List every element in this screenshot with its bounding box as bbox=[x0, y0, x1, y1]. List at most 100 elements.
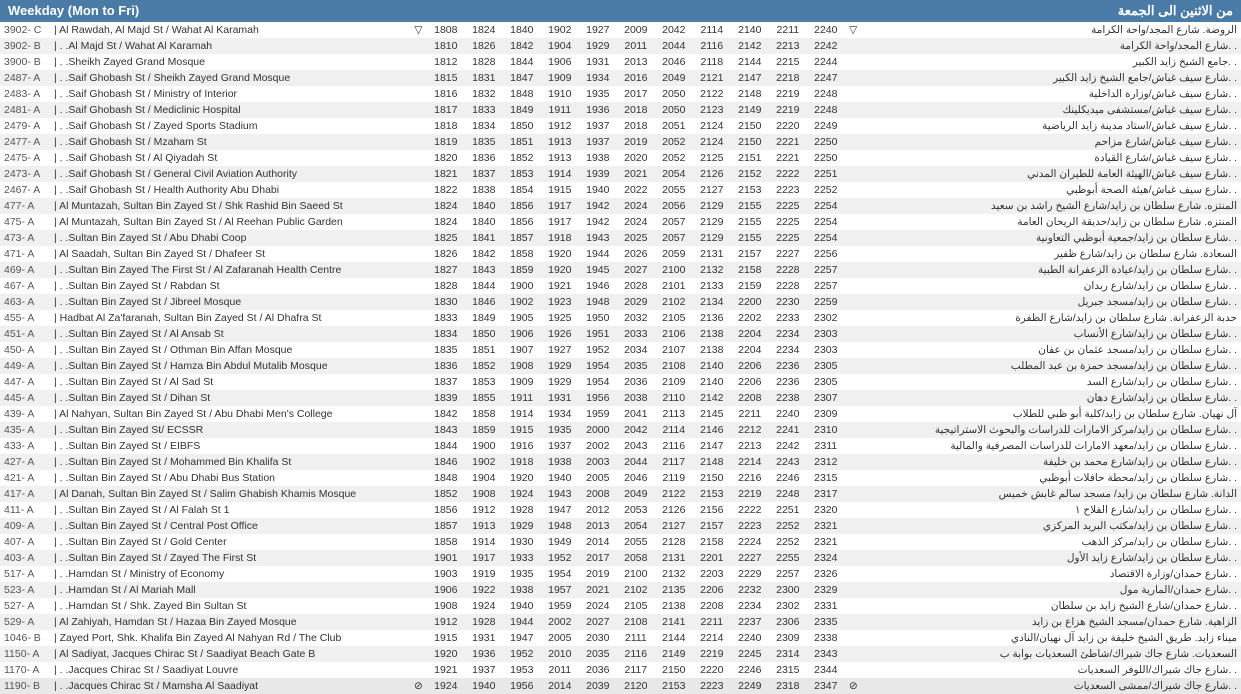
time-cell: 2003 bbox=[579, 454, 617, 470]
time-cell: 1840 bbox=[465, 198, 503, 214]
time-cell: 1850 bbox=[465, 326, 503, 342]
time-cell: 2155 bbox=[731, 198, 769, 214]
time-cell: 2042 bbox=[655, 22, 693, 38]
time-cell: 1837 bbox=[465, 166, 503, 182]
time-cell: 2233 bbox=[769, 310, 807, 326]
time-cell: 2024 bbox=[579, 598, 617, 614]
time-cell: 2148 bbox=[693, 454, 731, 470]
stop-name-en: | . .Sultan Bin Zayed St / EIBFS bbox=[50, 438, 410, 454]
marker-left bbox=[410, 278, 427, 294]
time-cell: 2221 bbox=[769, 150, 807, 166]
time-cell: 2017 bbox=[579, 550, 617, 566]
time-cell: 1947 bbox=[503, 630, 541, 646]
time-cell: 2314 bbox=[769, 646, 807, 662]
table-row: 439- A| Al Nahyan, Sultan Bin Zayed St /… bbox=[0, 406, 1241, 422]
time-cell: 2021 bbox=[617, 166, 655, 182]
table-row: 450- A| . .Sultan Bin Zayed St / Othman … bbox=[0, 342, 1241, 358]
time-cell: 2055 bbox=[617, 534, 655, 550]
time-cell: 2033 bbox=[617, 326, 655, 342]
stop-name-ar: . .شارع حمدان/شارع الشيخ زايد بن سلطان bbox=[862, 598, 1241, 614]
time-cell: 1905 bbox=[503, 310, 541, 326]
stop-code: 451- A bbox=[0, 326, 50, 342]
time-cell: 1915 bbox=[541, 182, 579, 198]
time-cell: 1819 bbox=[427, 134, 465, 150]
stop-name-ar: . .شارع سلطان بن زايد/شارع محمد بن خليفة bbox=[862, 454, 1241, 470]
table-row: 421- A| . .Sultan Bin Zayed St / Abu Dha… bbox=[0, 470, 1241, 486]
stop-name-en: | . .Sheikh Zayed Grand Mosque bbox=[50, 54, 410, 70]
time-cell: 2142 bbox=[731, 38, 769, 54]
time-cell: 2108 bbox=[617, 614, 655, 630]
marker-right bbox=[845, 134, 862, 150]
time-cell: 2144 bbox=[655, 630, 693, 646]
time-cell: 1900 bbox=[465, 438, 503, 454]
time-cell: 2000 bbox=[579, 422, 617, 438]
time-cell: 1840 bbox=[465, 214, 503, 230]
stop-name-en: | . .Al Majd St / Wahat Al Karamah bbox=[50, 38, 410, 54]
time-cell: 2218 bbox=[769, 70, 807, 86]
time-cell: 2026 bbox=[617, 246, 655, 262]
time-cell: 1911 bbox=[503, 390, 541, 406]
stop-name-ar: الزاهية. شارع حمدان/مسجد الشيخ هزاع بن ز… bbox=[862, 614, 1241, 630]
time-cell: 1914 bbox=[465, 534, 503, 550]
time-cell: 2016 bbox=[617, 70, 655, 86]
time-cell: 2024 bbox=[617, 214, 655, 230]
marker-left bbox=[410, 390, 427, 406]
marker-left bbox=[410, 598, 427, 614]
time-cell: 2052 bbox=[655, 150, 693, 166]
table-row: 411- A| . .Sultan Bin Zayed St / Al Fala… bbox=[0, 502, 1241, 518]
time-cell: 2119 bbox=[655, 470, 693, 486]
time-cell: 1858 bbox=[465, 406, 503, 422]
time-cell: 1952 bbox=[503, 646, 541, 662]
time-cell: 2223 bbox=[731, 518, 769, 534]
marker-right bbox=[845, 374, 862, 390]
marker-left bbox=[410, 454, 427, 470]
time-cell: 1944 bbox=[579, 246, 617, 262]
marker-left bbox=[410, 70, 427, 86]
stop-name-en: | . .Sultan Bin Zayed St / Abu Dhabi Coo… bbox=[50, 230, 410, 246]
marker-left bbox=[410, 38, 427, 54]
time-cell: 2053 bbox=[617, 502, 655, 518]
table-row: 3902- C| Al Rawdah, Al Majd St / Wahat A… bbox=[0, 22, 1241, 38]
time-cell: 1906 bbox=[503, 326, 541, 342]
time-cell: 2027 bbox=[579, 614, 617, 630]
time-cell: 2128 bbox=[655, 534, 693, 550]
stop-name-en: | Al Rawdah, Al Majd St / Wahat Al Karam… bbox=[50, 22, 410, 38]
marker-right: ▽ bbox=[845, 22, 862, 38]
marker-left bbox=[410, 422, 427, 438]
time-cell: 2310 bbox=[807, 422, 845, 438]
time-cell: 1850 bbox=[503, 118, 541, 134]
time-cell: 2300 bbox=[769, 582, 807, 598]
time-cell: 2305 bbox=[807, 374, 845, 390]
time-cell: 1933 bbox=[503, 550, 541, 566]
time-cell: 1824 bbox=[465, 22, 503, 38]
time-cell: 2114 bbox=[655, 422, 693, 438]
schedule-header: Weekday (Mon to Fri) من الاثنين الى الجم… bbox=[0, 0, 1241, 22]
stop-code: 433- A bbox=[0, 438, 50, 454]
time-cell: 2305 bbox=[807, 358, 845, 374]
time-cell: 2147 bbox=[731, 70, 769, 86]
stop-name-en: | . .Sultan Bin Zayed St / Al Falah St 1 bbox=[50, 502, 410, 518]
stop-name-ar: المنتزه. شارع سلطان بن زايد/شارع الشيخ ر… bbox=[862, 198, 1241, 214]
time-cell: 1920 bbox=[541, 246, 579, 262]
time-cell: 2018 bbox=[617, 102, 655, 118]
stop-code: 2479- A bbox=[0, 118, 50, 134]
time-cell: 1906 bbox=[427, 582, 465, 598]
time-cell: 1843 bbox=[465, 262, 503, 278]
time-cell: 2028 bbox=[617, 278, 655, 294]
table-row: 2477- A| . .Saif Ghobash St / Mzaham St1… bbox=[0, 134, 1241, 150]
time-cell: 1927 bbox=[541, 342, 579, 358]
time-cell: 2222 bbox=[769, 166, 807, 182]
time-cell: 1908 bbox=[427, 598, 465, 614]
stop-name-en: | . .Hamdan St / Shk. Zayed Bin Sultan S… bbox=[50, 598, 410, 614]
time-cell: 1916 bbox=[503, 438, 541, 454]
time-cell: 2257 bbox=[807, 278, 845, 294]
time-cell: 2131 bbox=[655, 550, 693, 566]
time-cell: 1842 bbox=[427, 406, 465, 422]
time-cell: 2140 bbox=[693, 358, 731, 374]
stop-name-en: | . .Sultan Bin Zayed St / Jibreel Mosqu… bbox=[50, 294, 410, 310]
stop-code: 2483- A bbox=[0, 86, 50, 102]
time-cell: 2219 bbox=[769, 102, 807, 118]
stop-name-ar: . .شارع سلطان بن زايد/جمعية أبوظبي التعا… bbox=[862, 230, 1241, 246]
time-cell: 1848 bbox=[503, 86, 541, 102]
time-cell: 2252 bbox=[769, 534, 807, 550]
